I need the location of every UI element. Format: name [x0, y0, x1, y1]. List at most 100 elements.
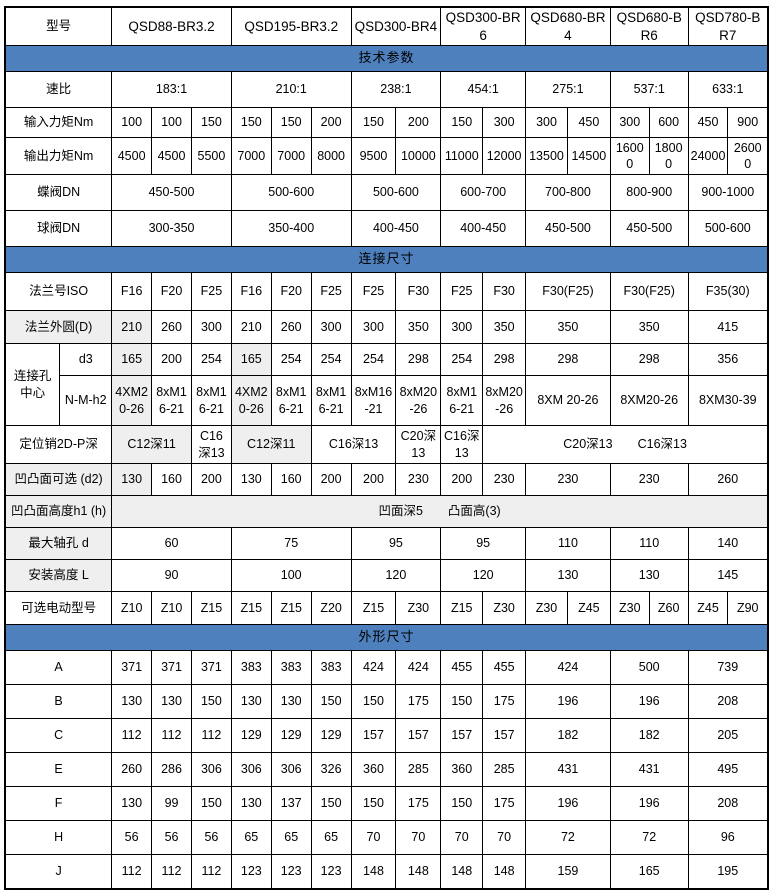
- table-cell: 120: [350, 559, 442, 593]
- table-cell: 5500: [190, 137, 232, 176]
- table-cell: 130: [230, 786, 272, 822]
- table-cell: 600: [648, 107, 689, 139]
- table-cell: 150: [190, 107, 232, 139]
- table-cell: 400-450: [440, 210, 527, 248]
- table-cell: F35(30): [687, 272, 769, 312]
- table-cell: Z10: [151, 591, 192, 626]
- table-cell: 120: [440, 559, 527, 593]
- table-row: 蝶阀DN 450-500 500-600 500-600 600-700 700-800 8…: [4, 174, 769, 212]
- table-cell: C20深13 C16深13: [482, 425, 769, 465]
- table-cell: 254: [270, 343, 312, 377]
- table-cell: 260: [111, 752, 153, 788]
- table-cell: 431: [525, 752, 611, 788]
- table-cell: 123: [310, 854, 352, 890]
- table-cell: 800-900: [609, 174, 689, 212]
- table-cell: 8xM16-21: [350, 375, 397, 427]
- row-label: 蝶阀DN: [4, 174, 113, 212]
- table-cell: 95: [350, 527, 442, 561]
- row-label: 速比: [4, 71, 113, 109]
- table-cell: 148: [395, 854, 442, 890]
- table-cell: F30: [482, 272, 527, 312]
- table-cell: 360: [440, 752, 484, 788]
- section-row: 连接尺寸: [4, 246, 769, 274]
- table-cell: 230: [482, 463, 527, 497]
- table-row: E 260 286 306 306 306 326 360 285 360 285 431 431 495: [4, 752, 769, 788]
- table-cell: 148: [440, 854, 484, 890]
- table-cell: 182: [525, 718, 611, 754]
- table-row: H 56 56 56 65 65 65 70 70 70 70 72 72 96: [4, 820, 769, 856]
- table-cell: 150: [230, 107, 272, 139]
- table-cell: 112: [151, 854, 192, 890]
- table-cell: 500-600: [350, 174, 442, 212]
- row-label: H: [4, 820, 113, 856]
- table-cell: 150: [270, 107, 312, 139]
- table-cell: 8XM 20-26: [525, 375, 611, 427]
- table-row: 最大轴孔 d 60 75 95 95 110 110 140: [4, 527, 769, 561]
- table-cell: 195: [687, 854, 769, 890]
- table-cell: 306: [270, 752, 312, 788]
- row-label: 凹凸面可选 (d2): [4, 463, 113, 497]
- table-cell: 137: [270, 786, 312, 822]
- table-cell: 298: [395, 343, 442, 377]
- table-cell: 112: [151, 718, 192, 754]
- table-cell: Z20: [310, 591, 352, 626]
- row-group-label: 连接孔中心: [4, 343, 61, 427]
- table-cell: 383: [270, 650, 312, 686]
- table-cell: F30(F25): [525, 272, 611, 312]
- table-cell: 200: [310, 107, 352, 139]
- table-cell: 140: [687, 527, 769, 561]
- table-cell: 8xM16-21: [270, 375, 312, 427]
- table-cell: 130: [111, 684, 153, 720]
- table-cell: 56: [151, 820, 192, 856]
- table-cell: 260: [151, 310, 192, 345]
- table-cell: 900: [727, 107, 769, 139]
- table-cell: 431: [609, 752, 689, 788]
- table-cell: 196: [525, 786, 611, 822]
- model-header-cell: QSD300-BR6: [440, 6, 527, 47]
- table-cell: 196: [609, 786, 689, 822]
- row-label: 定位销2D-P深: [4, 425, 113, 465]
- section-header: 技术参数: [4, 45, 769, 73]
- table-cell: 286: [151, 752, 192, 788]
- table-cell: 285: [395, 752, 442, 788]
- table-cell: 300: [310, 310, 352, 345]
- table-cell: 183:1: [111, 71, 232, 109]
- table-cell: 150: [440, 684, 484, 720]
- table-cell: 112: [190, 854, 232, 890]
- table-cell: 148: [350, 854, 397, 890]
- table-cell: 254: [310, 343, 352, 377]
- table-cell: 4500: [151, 137, 192, 176]
- table-cell: 306: [230, 752, 272, 788]
- table-cell: 298: [482, 343, 527, 377]
- table-cell: 4XM20-26: [111, 375, 153, 427]
- row-label: F: [4, 786, 113, 822]
- table-cell: 254: [440, 343, 484, 377]
- table-cell: C20深13: [395, 425, 442, 465]
- row-label: 球阀DN: [4, 210, 113, 248]
- table-cell: 130: [270, 684, 312, 720]
- table-cell: C16深13: [440, 425, 484, 465]
- row-label: 输出力矩Nm: [4, 137, 113, 176]
- table-row: 凹凸面可选 (d2) 130 160 200 130 160 200 200 230 200 230…: [4, 463, 769, 497]
- table-cell: 110: [609, 527, 689, 561]
- table-cell: 70: [482, 820, 527, 856]
- table-cell: 130: [609, 559, 689, 593]
- table-cell: 371: [151, 650, 192, 686]
- section-header: 连接尺寸: [4, 246, 769, 274]
- row-label: 法兰外圆(D): [4, 310, 113, 345]
- table-cell: 739: [687, 650, 769, 686]
- table-cell: 196: [525, 684, 611, 720]
- table-cell: 150: [350, 107, 397, 139]
- table-cell: 157: [440, 718, 484, 754]
- table-cell: Z15: [270, 591, 312, 626]
- table-row: 输入力矩Nm 100 100 150 150 150 200 150 200 150 300 300 4…: [4, 107, 769, 139]
- table-cell: Z30: [609, 591, 650, 626]
- table-cell: 196: [609, 684, 689, 720]
- table-cell: F20: [151, 272, 192, 312]
- model-header-cell: QSD780-BR7: [687, 6, 769, 47]
- table-cell: 200: [350, 463, 397, 497]
- table-cell: Z15: [190, 591, 232, 626]
- model-header-cell: QSD195-BR3.2: [230, 6, 352, 47]
- table-cell: 7000: [230, 137, 272, 176]
